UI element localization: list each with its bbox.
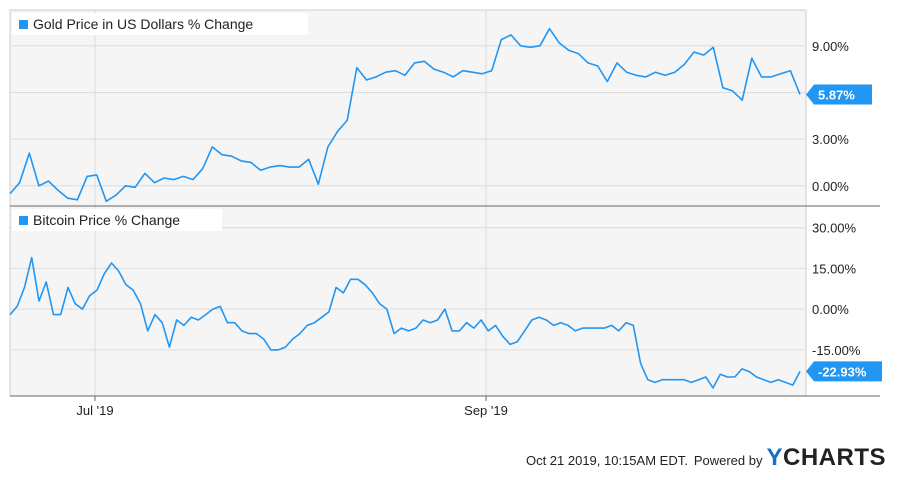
legend-swatch xyxy=(19,216,28,225)
panel-background xyxy=(9,205,807,397)
footer: Oct 21 2019, 10:15AM EDT. Powered by YCH… xyxy=(526,444,886,472)
end-value-flag: 5.87% xyxy=(806,84,872,105)
end-value-flag-shape xyxy=(806,361,882,382)
ycharts-logo-y: Y xyxy=(766,444,783,471)
legend-swatch xyxy=(19,20,28,29)
end-value-flag: -22.93% xyxy=(806,361,882,382)
y-tick-label: 15.00% xyxy=(812,261,857,276)
legend: Gold Price in US Dollars % Change xyxy=(12,13,308,35)
y-tick-label: 3.00% xyxy=(812,132,849,147)
series-line xyxy=(9,27,801,203)
y-tick-label: 0.00% xyxy=(812,302,849,317)
legend-label: Gold Price in US Dollars % Change xyxy=(33,16,253,32)
legend-background xyxy=(12,13,308,35)
end-value-flag-label: -22.93% xyxy=(818,364,867,379)
y-tick-label: 0.00% xyxy=(812,179,849,194)
legend: Bitcoin Price % Change xyxy=(12,209,222,231)
ycharts-logo-text: CHARTS xyxy=(783,444,886,471)
y-tick-label: -15.00% xyxy=(812,343,861,358)
y-tick-label: 30.00% xyxy=(812,221,857,236)
end-value-flag-shape xyxy=(806,84,872,105)
legend-label: Bitcoin Price % Change xyxy=(33,212,180,228)
footer-timestamp: Oct 21 2019, 10:15AM EDT. xyxy=(525,453,688,468)
legend-background xyxy=(12,209,222,231)
end-value-flag-label: 5.87% xyxy=(818,87,855,102)
panel-1: 9.00%6.00%3.00%0.00%Gold Price in US Dol… xyxy=(9,9,872,207)
x-tick-label: Jul '19 xyxy=(76,403,113,418)
y-tick-label: 9.00% xyxy=(812,39,849,54)
panel-background xyxy=(9,9,807,207)
ycharts-logo[interactable]: YCHARTS xyxy=(766,444,886,472)
footer-powered-by: Powered by xyxy=(693,453,763,468)
panel-2: 30.00% 15.00% 0.00% -15.00% Bitcoin Price % … xyxy=(9,205,882,397)
x-tick-label: Sep '19 xyxy=(464,403,508,418)
series-line xyxy=(9,256,801,389)
